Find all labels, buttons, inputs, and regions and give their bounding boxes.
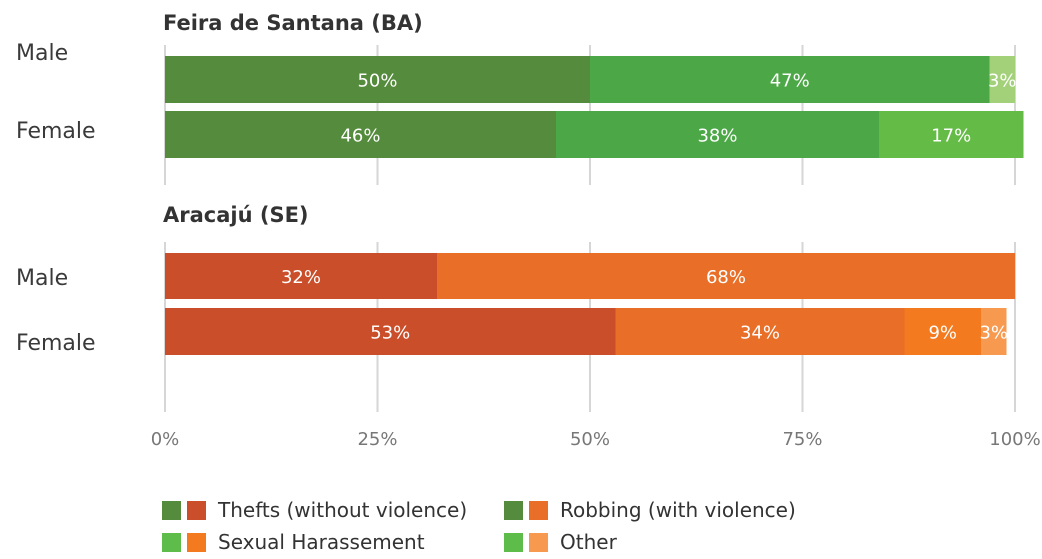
chart-panels: Feira de Santana (BA) Male 50% 47% 3% Female 4… — [16, 11, 1024, 356]
stacked-bar-chart: Feira de Santana (BA) Male 50% 47% 3% Female 4… — [16, 11, 1041, 450]
data-label: 68% — [706, 267, 746, 288]
bar-segment — [615, 308, 905, 355]
bar-segment — [879, 111, 1024, 158]
bar-segment — [437, 253, 1015, 299]
legend-swatch-orange — [187, 532, 206, 552]
data-label: 32% — [281, 267, 321, 288]
legend-label: Sexual Harassement — [218, 530, 425, 554]
data-label: 47% — [770, 71, 810, 92]
x-tick-label: 100% — [989, 429, 1040, 450]
bar-segment — [165, 111, 556, 158]
data-label: 3% — [988, 71, 1017, 92]
legend-label: Robbing (with violence) — [560, 498, 796, 522]
legend-item-sexual-harassement: Sexual Harassement — [162, 530, 504, 554]
legend-label: Other — [560, 530, 617, 554]
data-label: 38% — [697, 126, 737, 147]
legend-swatch-green — [162, 532, 181, 552]
bar-segment — [981, 308, 1007, 355]
row-label-female: Female — [16, 119, 96, 144]
panel-title: Aracajú (SE) — [163, 203, 309, 227]
row-label-male: Male — [16, 41, 68, 66]
x-tick-label: 75% — [782, 429, 822, 450]
x-tick-label: 50% — [570, 429, 610, 450]
legend-swatch-orange — [187, 500, 206, 520]
x-axis-ticks: 0% 25% 50% 75% 100% — [151, 429, 1041, 450]
bar-segment — [556, 111, 879, 158]
panel-title: Feira de Santana (BA) — [163, 11, 423, 35]
legend-swatch-green — [162, 500, 181, 520]
legend-item-thefts: Thefts (without violence) — [162, 498, 504, 522]
data-label: 53% — [370, 323, 410, 344]
data-label: 9% — [928, 323, 957, 344]
legend-swatch-green — [504, 500, 523, 520]
row-label-male: Male — [16, 266, 68, 291]
legend-swatch-green — [504, 532, 523, 552]
legend-row: Thefts (without violence) Robbing (with … — [162, 495, 842, 525]
bar-segment — [590, 56, 990, 103]
legend-label: Thefts (without violence) — [218, 498, 468, 522]
bar-segment — [904, 308, 981, 355]
legend: Thefts (without violence) Robbing (with … — [162, 495, 842, 559]
data-label: 50% — [357, 71, 397, 92]
legend-swatch-orange — [529, 500, 548, 520]
legend-row: Sexual Harassement Other — [162, 527, 842, 557]
legend-item-other: Other — [504, 530, 617, 554]
bar-segment — [989, 56, 1015, 103]
data-label: 34% — [740, 323, 780, 344]
data-label: 46% — [340, 126, 380, 147]
bar-segment — [165, 56, 590, 103]
legend-item-robbing: Robbing (with violence) — [504, 498, 796, 522]
row-label-female: Female — [16, 331, 96, 356]
bar-segment — [165, 308, 616, 355]
data-label: 17% — [931, 126, 971, 147]
bar-segment — [165, 253, 437, 299]
x-tick-label: 0% — [151, 429, 180, 450]
legend-swatch-orange — [529, 532, 548, 552]
x-tick-label: 25% — [357, 429, 397, 450]
data-label: 3% — [979, 323, 1008, 344]
